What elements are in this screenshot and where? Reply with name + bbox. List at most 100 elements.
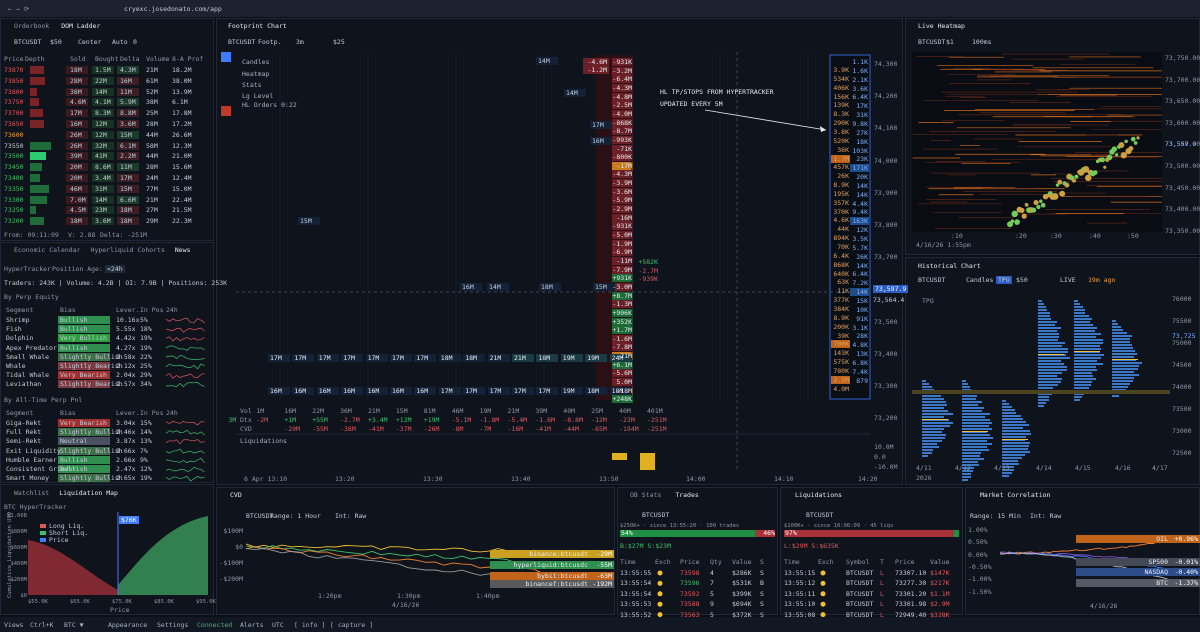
tab[interactable]: OB Stats: [630, 491, 662, 499]
ladder-cell: 457K: [833, 163, 849, 172]
toolbar-item[interactable]: Int: Raw: [1030, 512, 1062, 520]
tab[interactable]: Market Correlation: [980, 491, 1051, 499]
toolbar-item[interactable]: BTCUSDT: [918, 38, 946, 46]
cell: 18M: [70, 66, 82, 74]
toolbar-item[interactable]: Range: 1 Hour: [270, 512, 321, 520]
tpo-bar: [1112, 338, 1130, 340]
tab[interactable]: Watchlist: [14, 489, 50, 497]
tab[interactable]: Hyperliquid Cohorts: [90, 246, 165, 254]
tab[interactable]: CVD: [230, 491, 242, 499]
toolbar-item[interactable]: TPO: [996, 276, 1012, 284]
tpo-bar: [1002, 460, 1019, 462]
delta-cell: [612, 101, 633, 110]
cell: 61M: [146, 76, 158, 85]
tab[interactable]: Liquidations: [795, 491, 842, 499]
cell: 12.3M: [172, 141, 192, 150]
toolbar-item[interactable]: Center: [78, 38, 102, 46]
tab[interactable]: DOM Ladder: [61, 22, 101, 30]
poc-line: [922, 419, 948, 420]
series-value: -0.01%: [1076, 558, 1200, 566]
trade-dot: [1055, 183, 1060, 187]
menu-item[interactable]: Stats: [242, 81, 262, 89]
tpo-bar: [962, 443, 992, 445]
tpo-bar: [1002, 445, 1029, 447]
toolbar-item[interactable]: BTCUSDT: [918, 276, 946, 284]
tab[interactable]: Live Heatmap: [918, 22, 965, 30]
cell: 2.66x: [116, 455, 136, 464]
toolbar-item[interactable]: BTCUSDT: [14, 38, 42, 46]
legend-swatch: [40, 524, 46, 528]
footer-item[interactable]: Views: [4, 621, 24, 629]
footer-item[interactable]: Settings: [157, 621, 189, 629]
toolbar-item[interactable]: $1: [946, 38, 954, 46]
menu-item[interactable]: HL Orders 0:22: [242, 101, 297, 109]
price-tick: 73,500: [874, 317, 898, 326]
sparkline: [165, 327, 205, 333]
nav-icons[interactable]: ← → ⟳: [8, 5, 30, 13]
tab[interactable]: Orderbook: [14, 22, 50, 30]
stat-cell: 21M: [368, 407, 380, 415]
cell: Slightly Bullish: [60, 352, 123, 361]
trade-dot: [1033, 199, 1039, 206]
tpo-bar: [1074, 324, 1093, 326]
toolbar-item[interactable]: 100ms: [972, 38, 992, 46]
column-header: Sold: [70, 55, 86, 63]
toolbar-item[interactable]: BTCUSDT: [228, 38, 256, 46]
toolbar-item[interactable]: $50: [1016, 276, 1028, 284]
toolbar-item[interactable]: BTCUSDT: [246, 512, 274, 520]
toolbar-item[interactable]: Footp.: [258, 38, 282, 46]
toolbar-item[interactable]: Range: 15 Min: [970, 512, 1021, 520]
toolbar-item[interactable]: Auto: [112, 38, 128, 46]
cluster-cell: [438, 387, 461, 395]
tab[interactable]: Footprint Chart: [228, 22, 287, 30]
bought-cell: [92, 206, 114, 215]
footer-item[interactable]: [ capture ]: [330, 621, 374, 629]
ladder-cell: 11K: [837, 287, 849, 296]
menu-item[interactable]: Candles: [242, 58, 270, 66]
menu-item[interactable]: Heatmap: [242, 70, 270, 78]
footer-item[interactable]: Alerts: [240, 621, 264, 629]
cluster-cell: [341, 354, 364, 362]
tab[interactable]: Economic Calendar: [14, 246, 81, 254]
cell: 4.42x: [116, 334, 136, 343]
cell: 44M: [146, 152, 158, 161]
cell: Humble Earner: [6, 455, 57, 464]
cell: 22%: [140, 352, 152, 361]
cell: Bullish: [60, 455, 88, 464]
label: $100K+ · since 10:06:09 · 45 liqs: [784, 523, 894, 529]
tab[interactable]: Historical Chart: [918, 262, 981, 270]
tab[interactable]: Trades: [675, 491, 699, 499]
tpo-bar: [962, 383, 968, 385]
footer-item[interactable]: UTC: [272, 621, 284, 629]
trade-dot: [1011, 210, 1019, 218]
price: 73350: [4, 184, 24, 193]
ladder-cell: 63K: [837, 278, 849, 287]
bought-cell: [92, 87, 114, 96]
menu-item[interactable]: Lg Level: [242, 92, 274, 100]
cluster: 18M: [541, 283, 553, 291]
tab[interactable]: News: [174, 246, 191, 254]
footer-item[interactable]: BTC ▼: [64, 621, 84, 629]
toolbar-item[interactable]: 3m: [296, 38, 304, 46]
toolbar-item[interactable]: $50: [50, 38, 62, 46]
time-tick: 13:30: [423, 475, 443, 483]
tpo-bar: [1112, 341, 1131, 343]
tab[interactable]: Liquidation Map: [59, 489, 118, 497]
footer-item[interactable]: [ info ]: [294, 621, 326, 629]
cell: 13:55:54: [620, 579, 652, 588]
toolbar-item[interactable]: LIVE: [1060, 276, 1076, 284]
footer-item[interactable]: Ctrl+K: [30, 621, 54, 629]
tpo-bar: [1038, 300, 1042, 302]
depth-bar: [30, 184, 50, 193]
toolbar-item[interactable]: Candles: [966, 276, 994, 284]
delta-cell: -4.8M: [612, 92, 632, 101]
footer-item[interactable]: Appearance: [108, 621, 148, 629]
toolbar-item[interactable]: $25: [333, 38, 345, 46]
footer-item[interactable]: Connected: [197, 621, 233, 629]
bought-cell: [92, 174, 114, 182]
toolbar-item[interactable]: 19m ago: [1088, 276, 1116, 284]
toolbar-item[interactable]: 0: [133, 38, 137, 46]
column-header: 24h: [166, 409, 178, 417]
toolbar-item[interactable]: Int: Raw: [335, 512, 367, 520]
url[interactable]: cryexc.josedonato.com/app: [124, 5, 222, 13]
